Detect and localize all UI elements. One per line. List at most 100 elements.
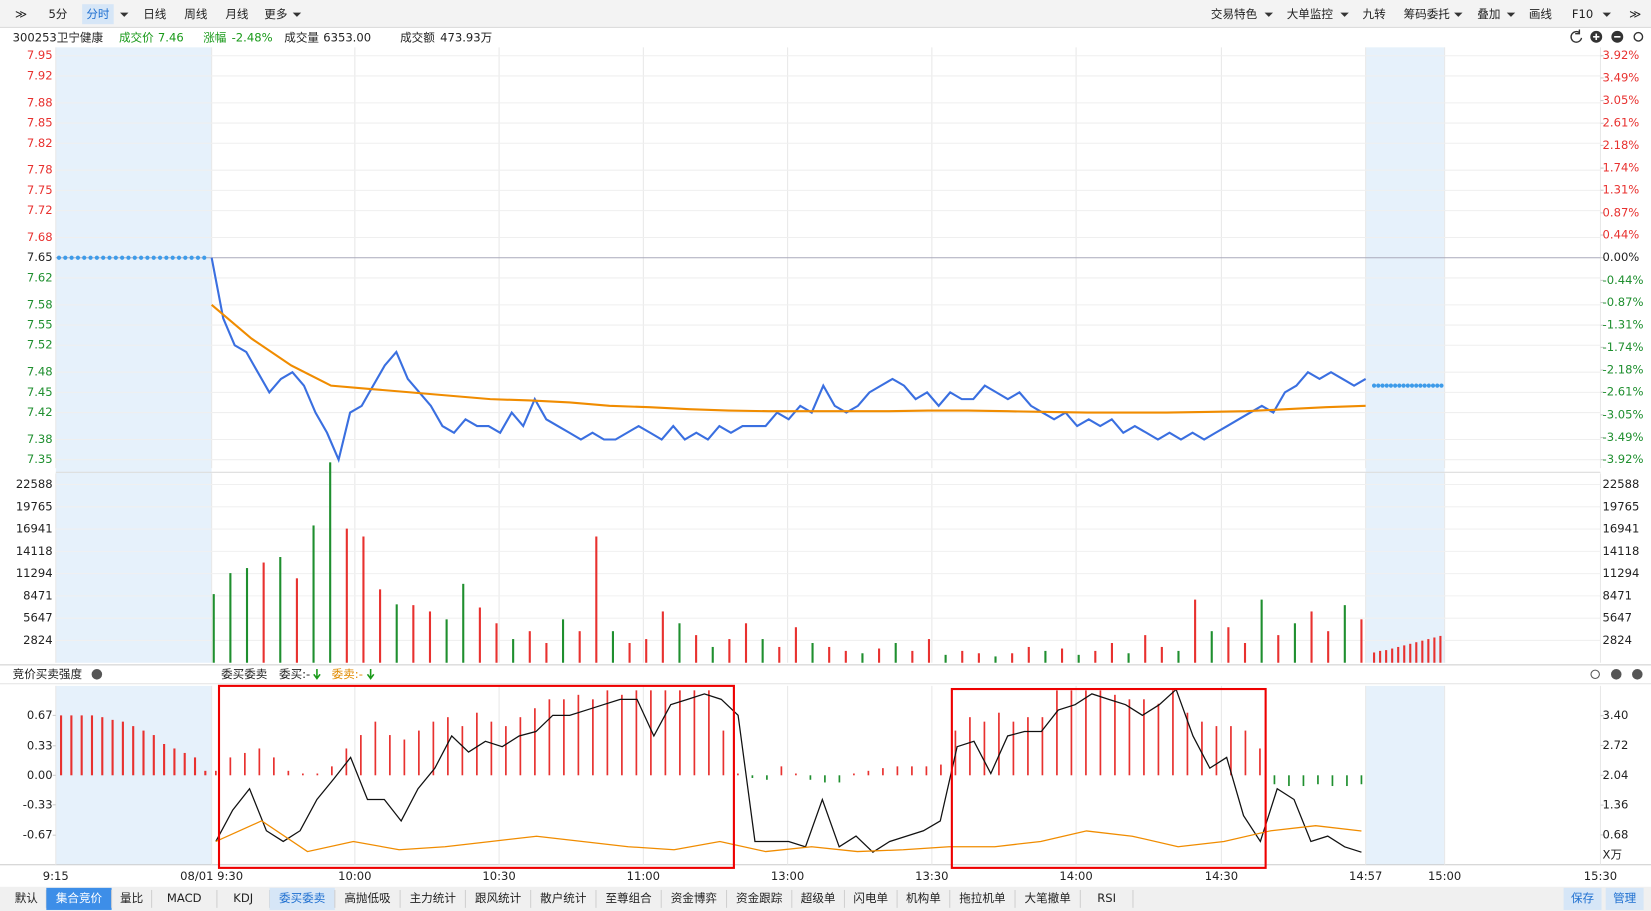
y-tick-label: 8471: [23, 588, 52, 602]
tab[interactable]: RSI: [1097, 891, 1116, 905]
volume-bar: [445, 619, 448, 663]
y-tick-label: 19765: [16, 499, 53, 513]
strength-bar: [204, 770, 207, 776]
indicator-line: [215, 820, 1362, 853]
strength-bar: [70, 715, 73, 776]
strength-bar: [563, 699, 565, 776]
tab[interactable]: 散户统计: [540, 891, 587, 905]
dropdown-arrow[interactable]: [292, 12, 302, 17]
tab[interactable]: 闪电单: [853, 891, 888, 905]
volume-bar: [345, 528, 348, 663]
y-tick-label: 7.65: [27, 250, 53, 264]
volume-bar: [1044, 650, 1047, 663]
strength-bar: [132, 726, 135, 776]
volume-bar: [545, 643, 548, 663]
strength-bar: [287, 770, 290, 776]
strength-bar: [1157, 703, 1160, 776]
tab[interactable]: 量比: [120, 891, 143, 905]
tab[interactable]: 资金博弈: [671, 891, 717, 905]
strength-bar: [1172, 690, 1174, 776]
tab[interactable]: 机构单: [906, 891, 941, 905]
volume-bar: [1144, 635, 1147, 663]
strength-bar: [273, 757, 275, 776]
volume-bar: [994, 656, 997, 663]
volume-bar: [844, 650, 847, 663]
toolbar-button[interactable]: 日线: [143, 7, 167, 21]
toolbar: [0, 0, 1651, 28]
y2-tick-label: 11294: [1603, 566, 1640, 580]
tab[interactable]: 高抛低吸: [344, 891, 391, 905]
tab[interactable]: 超级单: [801, 891, 836, 905]
dropdown-arrow[interactable]: [1454, 12, 1463, 17]
button[interactable]: 管理: [1613, 891, 1637, 905]
strength-bar: [80, 715, 83, 776]
strength-bar: [679, 690, 681, 776]
dropdown-arrow[interactable]: [1264, 12, 1273, 17]
amount: 473.93万: [440, 30, 492, 44]
close-icon[interactable]: [1632, 669, 1643, 680]
y2-tick-label: 16941: [1603, 522, 1640, 536]
volume-bar: [561, 619, 565, 663]
expand-icon[interactable]: ≫: [1629, 7, 1641, 21]
tab[interactable]: 跟风统计: [475, 891, 522, 905]
y-tick-label: -0.67: [23, 828, 53, 842]
refresh-icon[interactable]: [1570, 29, 1583, 43]
strength-bar: [1041, 717, 1044, 776]
settings-icon[interactable]: [1590, 669, 1600, 680]
toolbar-button[interactable]: 九转: [1363, 7, 1387, 21]
tab[interactable]: MACD: [167, 891, 202, 905]
toolbar-button[interactable]: 筹码委托: [1404, 7, 1451, 21]
indicator-name: 委买委卖: [221, 667, 267, 681]
volume-bar: [362, 536, 365, 663]
tab[interactable]: 主力统计: [410, 891, 457, 905]
tab[interactable]: 至尊组合: [605, 891, 652, 905]
dropdown-arrow[interactable]: [1340, 12, 1349, 17]
volume-bar: [861, 653, 864, 663]
time-label: 15:00: [1428, 869, 1461, 883]
volume-bar: [1260, 599, 1263, 663]
dropdown-arrow[interactable]: [1602, 12, 1611, 17]
toolbar-button[interactable]: 大单监控: [1287, 7, 1334, 21]
volume-bar: [1060, 648, 1064, 663]
strength-bar: [505, 726, 507, 776]
y2-tick-label: -0.44%: [1603, 273, 1644, 287]
tab[interactable]: KDJ: [233, 891, 253, 905]
button[interactable]: 保存: [1571, 891, 1595, 905]
time-label: 14:57: [1349, 869, 1382, 883]
tab[interactable]: 默认: [15, 891, 39, 905]
tab[interactable]: 大笔撤单: [1025, 891, 1071, 905]
dropdown-arrow[interactable]: [1506, 12, 1516, 17]
toolbar-button[interactable]: 月线: [225, 7, 249, 21]
toolbar-button[interactable]: 叠加: [1477, 7, 1500, 21]
y-tick-label: 22588: [16, 477, 53, 491]
tab[interactable]: 拖拉机单: [959, 891, 1005, 905]
toolbar-button[interactable]: 更多: [264, 7, 287, 21]
strength-bar: [621, 694, 623, 776]
toolbar-button[interactable]: 周线: [184, 7, 208, 21]
dropdown-arrow[interactable]: [120, 12, 129, 17]
toolbar-button[interactable]: 5分: [48, 7, 67, 21]
toolbar-button[interactable]: 分时: [86, 7, 110, 21]
time-label: 9:15: [43, 869, 69, 883]
y-tick-label: 0.33: [27, 738, 53, 752]
strength-bar: [722, 730, 725, 776]
tab[interactable]: 委买委卖: [279, 891, 325, 905]
y2-tick-label: 2.04: [1603, 768, 1629, 782]
toolbar-button[interactable]: F10: [1572, 7, 1593, 21]
y-tick-label: 7.92: [27, 68, 53, 82]
settings-icon[interactable]: [1633, 31, 1644, 42]
tab[interactable]: 资金跟踪: [736, 891, 783, 905]
strength-bar: [780, 766, 783, 776]
tab-active: [46, 887, 112, 910]
help-icon[interactable]: [1610, 669, 1622, 680]
tab[interactable]: 集合竞价: [56, 891, 103, 905]
volume-bar: [495, 623, 498, 663]
help-icon[interactable]: [91, 669, 103, 680]
time-label: 13:00: [771, 869, 804, 883]
toolbar-button[interactable]: 交易特色: [1211, 7, 1258, 21]
expand-icon[interactable]: ≫: [15, 7, 27, 21]
volume-bar: [1277, 635, 1280, 663]
strength-bar: [592, 699, 594, 776]
toolbar-button[interactable]: 画线: [1529, 7, 1553, 21]
